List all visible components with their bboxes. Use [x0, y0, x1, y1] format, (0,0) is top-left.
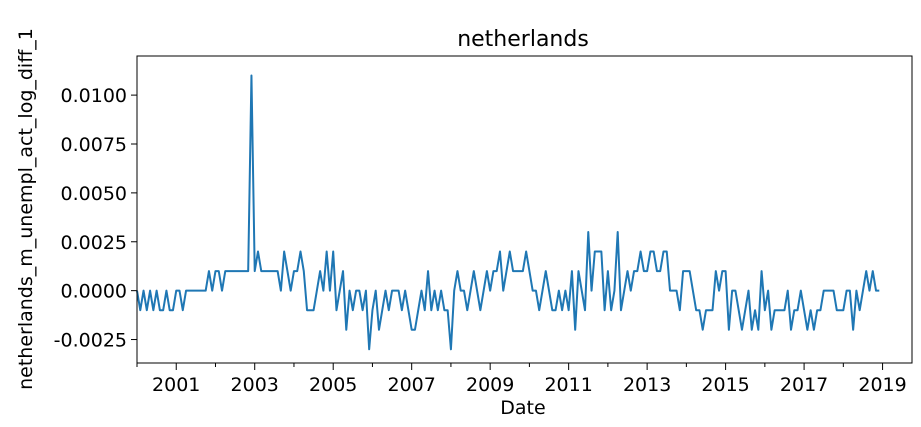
x-tick-label: 2007 — [388, 374, 436, 396]
series-line — [136, 74, 880, 351]
y-tick-label: 0.0075 — [61, 134, 127, 156]
y-tick-label: 0.0050 — [61, 183, 127, 205]
x-axis-label: Date — [500, 397, 545, 419]
y-axis: -0.0025 0.0000 0.0025 0.0050 0.0075 0.0100 — [54, 85, 137, 352]
y-tick-label: 0.0000 — [61, 281, 127, 303]
y-tick-label: -0.0025 — [54, 330, 127, 352]
x-tick-label: 2005 — [309, 374, 357, 396]
y-axis-label: netherlands_m_unempl_act_log_diff_1 — [15, 28, 37, 390]
x-tick-label: 2011 — [544, 374, 592, 396]
x-tick-label: 2003 — [231, 374, 279, 396]
y-tick-label: 0.0100 — [61, 85, 127, 107]
x-tick-label: 2013 — [623, 374, 671, 396]
x-tick-label: 2015 — [701, 374, 749, 396]
plot-frame — [136, 55, 913, 364]
x-tick-label: 2017 — [780, 374, 828, 396]
x-tick-label: 2009 — [466, 374, 514, 396]
x-tick-label: 2001 — [152, 374, 200, 396]
x-tick-label: 2019 — [858, 374, 906, 396]
chart-title: netherlands — [457, 27, 589, 52]
x-axis: 2001 2003 2005 2007 2009 2011 2013 2015 2017 2019 — [136, 363, 907, 396]
y-tick-label: 0.0025 — [61, 232, 127, 254]
